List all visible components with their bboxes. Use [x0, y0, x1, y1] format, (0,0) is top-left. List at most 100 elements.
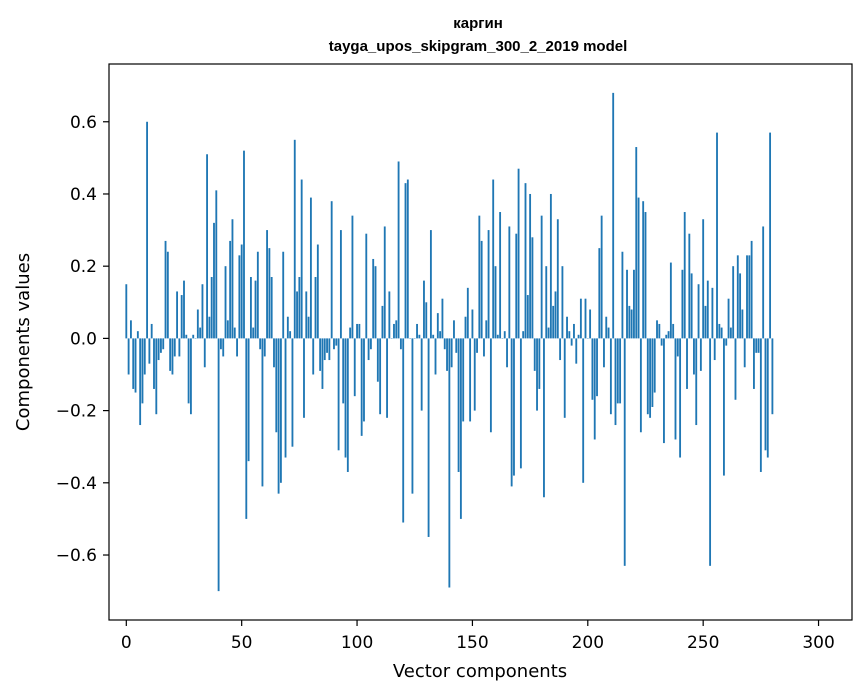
bar — [529, 193, 532, 339]
bar — [538, 338, 541, 389]
bar — [596, 338, 598, 397]
bar — [547, 327, 550, 339]
bar — [515, 233, 518, 339]
bar — [203, 338, 206, 368]
bar — [277, 338, 280, 494]
bar — [150, 323, 153, 339]
x-tick-label: 250 — [687, 633, 719, 653]
bar — [517, 168, 520, 339]
bar — [367, 338, 370, 361]
bar — [425, 302, 428, 339]
bar — [591, 338, 594, 400]
bar — [545, 266, 548, 339]
bar — [143, 338, 146, 375]
bar — [706, 280, 709, 339]
bar — [748, 255, 751, 339]
chart-title: каргин — [453, 15, 503, 32]
bar — [759, 338, 762, 472]
bar — [462, 338, 465, 422]
bar — [766, 338, 769, 458]
bar — [446, 338, 448, 371]
bar — [233, 327, 236, 339]
bar — [339, 230, 342, 339]
bar — [275, 338, 278, 433]
bar — [522, 331, 525, 339]
bar — [326, 338, 328, 353]
bar — [524, 183, 527, 339]
bar — [245, 338, 248, 519]
bar — [351, 215, 354, 339]
bar — [436, 313, 439, 339]
bar — [644, 212, 647, 339]
bar — [605, 316, 608, 339]
bar — [563, 338, 566, 418]
bar — [485, 320, 488, 339]
bar — [153, 338, 155, 389]
bar — [416, 323, 418, 339]
bar — [247, 338, 250, 462]
bar — [575, 338, 578, 364]
bar — [702, 219, 705, 339]
bar — [478, 215, 481, 339]
bar — [540, 215, 543, 339]
bar — [681, 269, 684, 339]
bar — [256, 251, 259, 339]
bar — [513, 338, 515, 476]
bar — [279, 338, 282, 483]
bar — [549, 193, 552, 339]
bar — [134, 338, 137, 393]
bar — [206, 154, 208, 339]
bar — [199, 327, 202, 339]
bar — [769, 132, 772, 339]
bar — [612, 92, 615, 339]
bar — [674, 338, 677, 440]
bar — [243, 150, 245, 339]
bar — [683, 212, 686, 339]
bar — [633, 269, 635, 339]
y-tick-label: 0.4 — [70, 185, 97, 205]
bar — [582, 338, 585, 483]
bar — [718, 323, 721, 339]
bar — [723, 338, 725, 476]
x-tick-label: 150 — [456, 633, 488, 653]
bar — [296, 291, 298, 339]
bar — [427, 338, 430, 537]
bar — [713, 338, 716, 361]
bar — [764, 338, 767, 451]
bar — [173, 338, 176, 357]
bar — [335, 338, 338, 346]
bar — [649, 338, 652, 418]
y-tick-label: −0.2 — [56, 402, 97, 422]
bar — [148, 338, 151, 364]
bar — [506, 338, 508, 368]
bar — [166, 251, 169, 339]
bar — [169, 338, 172, 371]
bar — [406, 179, 409, 339]
bar — [196, 309, 199, 339]
bar — [259, 338, 262, 350]
bar — [457, 338, 460, 472]
bar — [725, 338, 728, 346]
bar — [289, 331, 292, 339]
bar — [411, 338, 414, 494]
bar — [386, 338, 388, 418]
bar — [270, 277, 273, 339]
bar — [492, 179, 495, 339]
bar — [372, 258, 375, 339]
bar — [635, 147, 638, 339]
y-axis: −0.6 −0.4 −0.2 0.0 0.2 0.4 0.6 — [56, 113, 109, 566]
bar — [734, 338, 737, 400]
bar — [711, 287, 714, 339]
bar — [519, 338, 522, 469]
bar — [293, 139, 296, 339]
y-tick-label: 0.2 — [70, 257, 97, 277]
bars — [125, 92, 774, 592]
bar — [559, 338, 562, 361]
bar — [208, 316, 211, 339]
y-tick-label: −0.4 — [56, 474, 97, 494]
y-axis-label: Components values — [13, 253, 34, 431]
bar — [443, 338, 446, 350]
bar — [282, 251, 285, 339]
bar — [439, 331, 442, 339]
bar — [266, 230, 268, 339]
